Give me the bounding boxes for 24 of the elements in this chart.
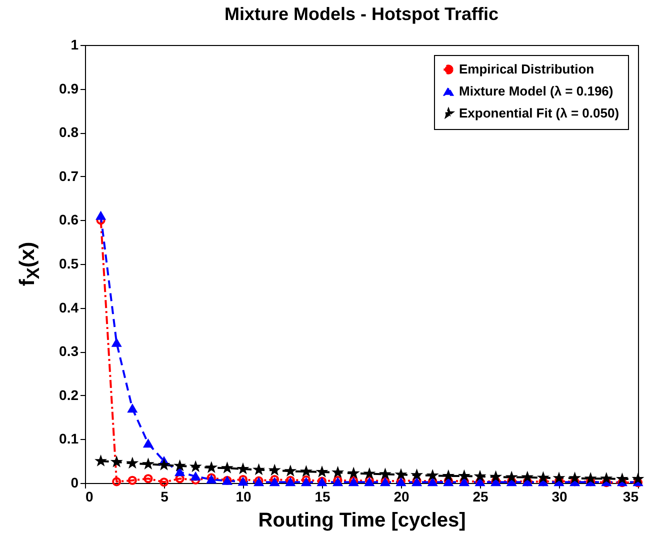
y-tick-label: 0.5 [59, 256, 79, 272]
x-tick-label: 15 [314, 488, 330, 504]
x-tick-label: 0 [86, 488, 94, 504]
y-tick-label: 0.6 [59, 212, 79, 228]
y-tick-label: 0.9 [59, 80, 79, 96]
x-tick-label: 30 [552, 488, 568, 504]
x-tick-label: 25 [472, 488, 488, 504]
y-tick-label: 0.7 [59, 168, 79, 184]
y-tick-label: 0.4 [59, 299, 79, 316]
y-tick-label: 1 [70, 36, 79, 52]
x-axis-title: Routing Time [cycles] [258, 510, 466, 532]
legend-label: Mixture Model (λ = 0.196) [459, 84, 614, 98]
x-tick-label: 35 [622, 488, 639, 504]
x-tick-label: 10 [236, 488, 252, 504]
y-tick-label: 0.3 [59, 343, 79, 360]
chart-title: Mixture Models - Hotspot Traffic [224, 4, 499, 24]
y-tick-label: 0.2 [59, 386, 79, 403]
legend-label: Empirical Distribution [459, 62, 594, 76]
x-tick-label: 5 [160, 488, 169, 504]
y-tick-label: 0.8 [59, 124, 79, 140]
legend-label: Exponential Fit (λ = 0.050) [459, 106, 620, 120]
y-tick-label: 0 [70, 474, 79, 490]
x-tick-label: 20 [394, 488, 410, 504]
y-tick-label: 0.1 [59, 430, 79, 447]
